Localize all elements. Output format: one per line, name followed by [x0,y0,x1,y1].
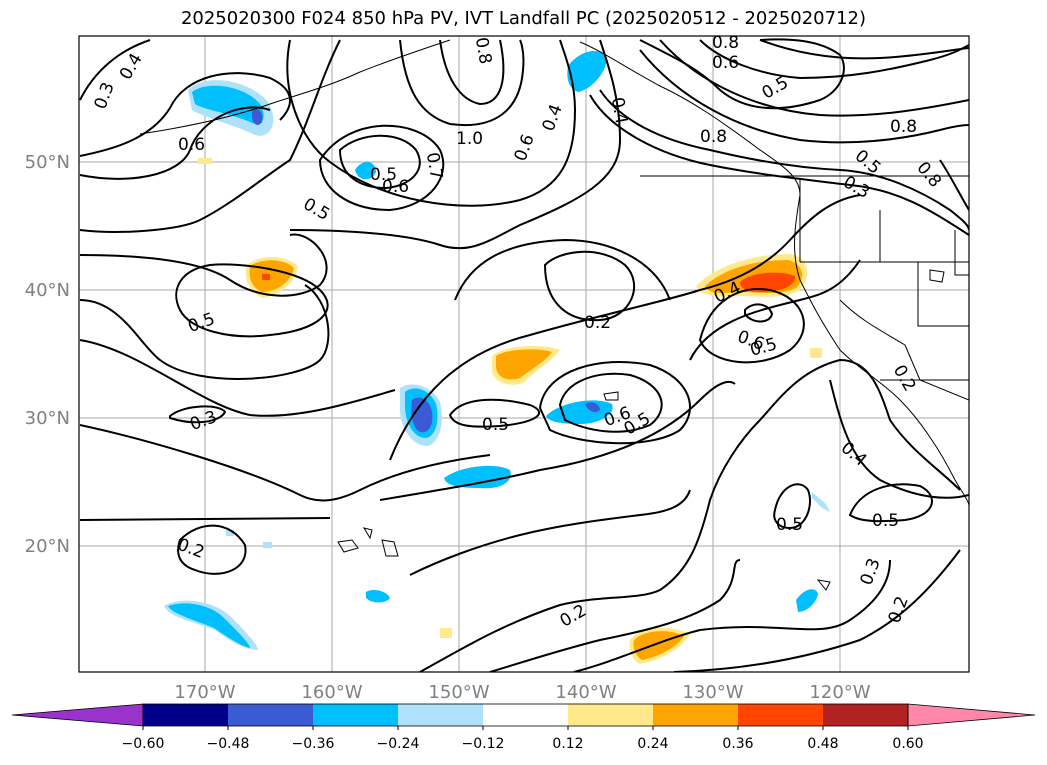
coastlines [139,39,969,591]
contour-label: 0.2 [885,594,913,626]
contour-label: 0.6 [382,177,409,197]
lat-tick-label: 30°N [25,408,70,429]
contour-label: 0.5 [872,511,899,531]
map-frame [78,35,970,673]
neg-patch [411,397,433,433]
pos-patch [496,349,552,380]
colorbar-tick-label: 0.24 [637,736,668,752]
contour-label: 0.6 [511,132,539,164]
pv-shading [164,51,830,664]
colorbar-segment [313,704,398,726]
contour-label: 0.7 [422,151,446,181]
lon-tick-label: 170°W [174,682,235,703]
neg-patch [192,85,264,124]
neg-patch [263,542,272,548]
pv-contours [79,38,969,672]
pos-patch [198,158,212,164]
pos-patch [740,272,796,292]
colorbar-tick-label: 0.36 [722,736,753,752]
contour-label: 1.0 [456,129,483,149]
map-title: 2025020300 F024 850 hPa PV, IVT Landfall… [180,8,867,29]
lat-tick-label: 20°N [25,536,70,557]
lon-tick-label: 160°W [301,682,362,703]
colorbar-segment [483,704,568,726]
lon-tick-labels: 170°W 160°W 150°W 140°W 130°W 120°W [174,682,870,703]
lat-tick-label: 40°N [25,280,70,301]
neg-patch [252,108,263,125]
colorbar-segment [398,704,483,726]
contour-label: 0.8 [712,33,739,53]
neg-patch [355,161,376,180]
contour-label: 0.8 [912,158,945,192]
contour-label: 0.6 [712,53,739,73]
colorbar-tick-labels: −0.60 −0.48 −0.36 −0.24 −0.12 0.12 0.24 0.36 0.4… [122,726,924,752]
colorbar-segment [653,704,738,726]
colorbar-extend-min [11,703,144,727]
lat-tick-labels: 50°N 40°N 30°N 20°N [25,152,70,557]
colorbar-segment [143,704,228,726]
neg-patch [168,603,250,648]
contour-label: 0.2 [584,313,611,333]
contour-label: 0.6 [178,135,205,155]
lon-tick-label: 130°W [682,682,743,703]
contour-label: 0.5 [482,415,509,435]
colorbar-outline [142,703,909,727]
pos-patch [810,348,822,358]
colorbar-tick-label: −0.12 [462,736,505,752]
neg-patch [366,590,390,603]
contour-label: 0.3 [91,80,119,112]
contour-label: 0.5 [851,146,885,179]
neg-patch [567,51,607,92]
contour-label: 0.5 [185,309,217,337]
neg-patch [444,465,511,489]
contour-label: 0.2 [889,362,920,395]
pos-patch [249,260,294,292]
colorbar [11,703,1036,727]
contour-label: 0.3 [187,407,219,435]
contour-label: 0.5 [776,515,803,535]
colorbar-tick-label: −0.24 [377,736,420,752]
colorbar-segment [568,704,653,726]
contour-label: 0.8 [890,117,917,137]
contour-label: 0.3 [857,556,885,588]
contour-label: 0.8 [700,127,727,147]
lon-tick-label: 150°W [428,682,489,703]
colorbar-segment [823,704,908,726]
pos-patch [262,274,270,280]
contour-label: 0.8 [471,36,495,66]
lon-tick-label: 140°W [555,682,616,703]
contour-label: 0.5 [300,194,333,225]
lat-tick-label: 50°N [25,152,70,173]
colorbar-extend-max [907,703,1036,727]
contour-label: 0.4 [607,96,631,126]
contour-label: 0.5 [370,165,397,185]
neg-patch [796,589,818,612]
contour-label: 0.4 [539,102,567,134]
colorbar-tick-label: −0.60 [122,736,165,752]
lon-tick-label: 120°W [809,682,870,703]
neg-patch [585,402,600,412]
pos-patch [440,628,452,638]
colorbar-tick-label: 0.12 [552,736,583,752]
colorbar-tick-label: 0.48 [807,736,838,752]
colorbar-tick-label: −0.48 [207,736,250,752]
colorbar-segment [738,704,823,726]
colorbar-segment [228,704,313,726]
colorbar-tick-label: 0.60 [892,736,923,752]
colorbar-tick-label: −0.36 [292,736,335,752]
neg-patch [812,492,830,512]
